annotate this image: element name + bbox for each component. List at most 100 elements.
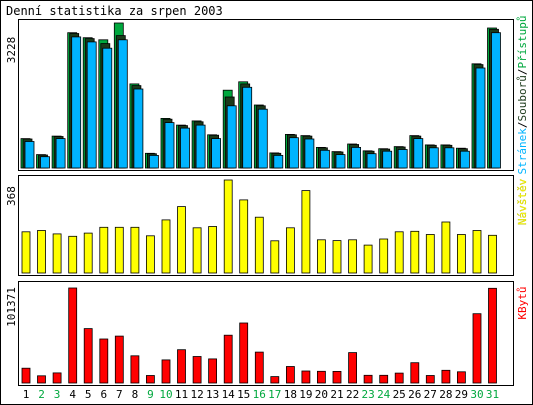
- kbytes-series-label: KBytů: [516, 286, 529, 319]
- day-label: 12: [190, 388, 203, 401]
- visits-bar: [348, 239, 358, 274]
- visits-bar: [394, 231, 404, 274]
- day-label: 4: [69, 388, 76, 401]
- day-label: 2: [38, 388, 45, 401]
- pages-bar: [148, 154, 159, 169]
- day-label: 18: [284, 388, 297, 401]
- visits-bar: [410, 230, 420, 274]
- day-label: 27: [424, 388, 437, 401]
- day-label: 14: [222, 388, 236, 401]
- day-label: 13: [206, 388, 219, 401]
- pages-bar: [86, 41, 97, 169]
- pages-bar: [428, 147, 439, 169]
- visits-bar: [161, 219, 171, 274]
- kbytes-bar: [285, 366, 295, 384]
- visits-bar: [472, 230, 482, 274]
- kbytes-bar: [239, 322, 249, 384]
- visits-bar: [114, 226, 124, 274]
- kbytes-bar: [301, 370, 311, 384]
- visits-bar: [316, 239, 326, 274]
- pages-bar: [351, 146, 362, 169]
- visits-y-max-label: 368: [5, 186, 18, 206]
- kbytes-bar: [456, 371, 466, 384]
- kbytes-bar: [192, 356, 202, 384]
- chart-title: Denní statistika za srpen 2003: [6, 4, 223, 18]
- hits-series-label: Stránek/Souborů/Přístupů: [516, 16, 529, 175]
- pages-bar: [304, 138, 315, 169]
- kbytes-bar: [270, 376, 280, 384]
- kbytes-bar: [21, 367, 31, 384]
- pages-bar: [397, 149, 408, 169]
- kbytes-bar: [472, 313, 482, 384]
- visits-bar: [285, 227, 295, 274]
- pages-bar: [366, 153, 377, 169]
- pages-bar: [40, 156, 50, 169]
- pages-bar: [242, 86, 253, 169]
- kbytes-bar: [208, 358, 218, 384]
- kbytes-bar: [410, 362, 420, 384]
- kbytes-bar: [254, 351, 264, 384]
- visits-bar: [177, 206, 186, 274]
- pages-bar: [382, 150, 393, 169]
- visits-bar: [270, 240, 280, 274]
- kbytes-bar: [394, 372, 404, 384]
- kbytes-bar: [52, 372, 62, 384]
- kbytes-bar: [99, 338, 109, 384]
- kbytes-bar: [37, 375, 46, 384]
- kbytes-bar: [114, 335, 124, 384]
- day-label: 21: [330, 388, 343, 401]
- kbytes-bar: [68, 287, 78, 384]
- visits-bar: [441, 221, 451, 274]
- visits-bar: [130, 226, 140, 274]
- visits-bar: [192, 227, 202, 274]
- day-label: 15: [237, 388, 250, 401]
- ylabel-separator-2: /: [516, 69, 529, 76]
- hits-y-max-label: 3228: [5, 37, 18, 64]
- visits-bar: [37, 230, 46, 274]
- pages-bar: [117, 39, 128, 169]
- visits-bar: [239, 199, 249, 274]
- visits-series-label: Návštěv: [516, 178, 529, 225]
- kbytes-panel: [18, 281, 514, 386]
- pages-bar: [226, 105, 237, 169]
- kbytes-bar: [332, 370, 342, 384]
- ylabel-hits: Přístupů: [516, 16, 529, 69]
- pages-bar: [273, 154, 284, 169]
- ylabel-separator-1: /: [516, 121, 529, 128]
- day-label: 25: [393, 388, 406, 401]
- pages-bar: [491, 32, 501, 169]
- visits-bar: [363, 244, 373, 274]
- day-label: 8: [132, 388, 139, 401]
- kbytes-bar: [130, 355, 140, 384]
- day-label: 7: [116, 388, 123, 401]
- day-label: 26: [408, 388, 421, 401]
- day-label: 9: [147, 388, 154, 401]
- day-label: 19: [299, 388, 312, 401]
- pages-bar: [288, 137, 299, 169]
- pages-bar: [55, 138, 66, 169]
- visits-bar: [68, 235, 78, 274]
- day-label: 1: [23, 388, 30, 401]
- kbytes-bar: [441, 369, 451, 384]
- day-label: 11: [175, 388, 188, 401]
- day-label: 6: [100, 388, 107, 401]
- pages-bar: [195, 124, 206, 169]
- day-label: 31: [486, 388, 499, 401]
- kbytes-bar: [316, 370, 326, 384]
- kbytes-y-max-label: 101371: [5, 287, 18, 327]
- kbytes-bar: [145, 375, 155, 384]
- visits-bar: [83, 232, 93, 274]
- kbytes-bar: [223, 334, 233, 384]
- pages-bar: [319, 149, 330, 169]
- visits-bar: [488, 234, 497, 274]
- visits-bar: [332, 240, 342, 274]
- ylabel-files: Souborů: [516, 75, 529, 121]
- pages-bar: [475, 67, 486, 169]
- day-label: 24: [377, 388, 391, 401]
- day-label: 23: [361, 388, 374, 401]
- pages-bar: [164, 122, 175, 169]
- pages-bar: [24, 141, 35, 169]
- visits-bar: [379, 238, 389, 274]
- day-label: 17: [268, 388, 281, 401]
